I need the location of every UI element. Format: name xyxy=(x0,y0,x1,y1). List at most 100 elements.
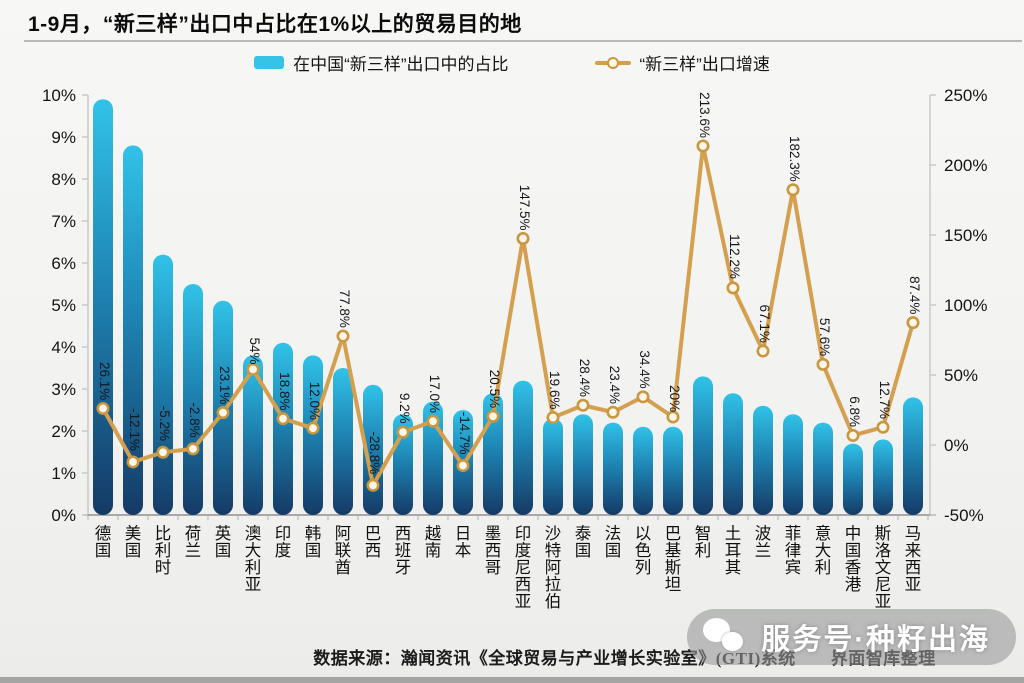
line-marker xyxy=(696,139,710,153)
category-label: 香 xyxy=(845,558,862,577)
category-label: 大 xyxy=(815,541,832,560)
category-label: 基 xyxy=(665,541,682,560)
bar xyxy=(93,99,113,515)
category-label: 比 xyxy=(155,524,172,543)
legend-share-label: 在中国“新三样”出口中的占比 xyxy=(293,55,509,74)
bar xyxy=(723,393,743,515)
category-label: 西 xyxy=(905,559,922,577)
line-marker xyxy=(216,406,230,420)
category-label: 耳 xyxy=(725,542,742,560)
category-label: 巴 xyxy=(365,525,382,543)
category-label: 文 xyxy=(875,558,892,577)
line-marker xyxy=(246,362,260,376)
line-marker xyxy=(516,232,530,246)
category-label: 南 xyxy=(425,541,442,560)
line-value-label: 28.4% xyxy=(577,359,592,397)
category-label: 西 xyxy=(365,542,382,560)
line-marker xyxy=(756,344,770,358)
watermark: 服务号·种籽出海 xyxy=(687,609,1016,665)
category-label: 联 xyxy=(335,541,352,560)
line-marker xyxy=(816,357,830,371)
category-label: 利 xyxy=(155,541,172,560)
category-label: 利 xyxy=(695,541,712,560)
category-label: 土 xyxy=(725,524,742,543)
line-marker xyxy=(396,425,410,439)
category-label: 牙 xyxy=(395,559,412,577)
line-value-label: -5.2% xyxy=(157,406,172,441)
bar-swatch-icon xyxy=(254,56,285,69)
line-marker xyxy=(726,281,740,295)
line-value-label: 26.1% xyxy=(97,362,112,400)
legend-item-growth: “新三样”出口增速 xyxy=(594,50,770,75)
bottom-strip xyxy=(0,677,1024,683)
category-label: 巴 xyxy=(665,525,682,543)
category-label: 洛 xyxy=(875,541,892,560)
line-marker xyxy=(306,421,320,435)
category-label: 国 xyxy=(95,542,112,560)
category-label: 印 xyxy=(275,524,292,543)
line-value-label: 77.8% xyxy=(337,290,352,328)
right-tick-label: 150% xyxy=(944,226,987,245)
category-label: 荷 xyxy=(185,524,202,543)
category-label: 阿 xyxy=(545,558,562,577)
bar xyxy=(603,422,623,515)
watermark-text: 服务号·种籽出海 xyxy=(761,624,990,656)
category-label: 斯 xyxy=(665,558,682,577)
bar xyxy=(123,145,143,515)
category-label: 以 xyxy=(635,525,652,543)
left-tick-label: 9% xyxy=(51,128,76,147)
category-label: 意 xyxy=(815,524,832,543)
category-label: 坦 xyxy=(665,575,682,594)
bar xyxy=(873,439,893,515)
bar xyxy=(813,422,833,515)
line-value-label: 57.6% xyxy=(817,318,832,356)
bar xyxy=(303,355,323,515)
bar xyxy=(753,405,773,515)
category-label: 拉 xyxy=(545,575,562,594)
left-tick-label: 1% xyxy=(51,464,76,483)
line-value-label: 9.2% xyxy=(397,393,412,424)
marker-dot-icon xyxy=(606,56,619,69)
left-tick-label: 0% xyxy=(51,506,76,525)
category-label: 兰 xyxy=(755,541,772,560)
line-value-label: 19.6% xyxy=(547,371,562,409)
category-label: 法 xyxy=(605,524,622,543)
bar xyxy=(153,254,173,515)
category-label: 尼 xyxy=(875,576,892,594)
category-label: 国 xyxy=(575,542,592,560)
category-label: 尼 xyxy=(515,559,532,577)
category-label: 墨 xyxy=(485,525,502,543)
left-tick-label: 3% xyxy=(51,380,76,399)
right-tick-label: 250% xyxy=(944,86,987,105)
bar xyxy=(693,376,713,515)
line-marker xyxy=(876,420,890,434)
category-label: 韩 xyxy=(305,524,322,543)
line-marker xyxy=(156,445,170,459)
category-label: 国 xyxy=(605,542,622,560)
combo-chart: 0% 1% 2% 3% 4% 5% 6% 7% 8% 9% 10% -50% 0% 50% 100% 150%… xyxy=(42,86,988,611)
category-label: 国 xyxy=(215,542,232,560)
category-label: 宾 xyxy=(785,558,802,577)
category-label: 西 xyxy=(485,542,502,560)
category-label: 波 xyxy=(755,524,772,543)
line-marker xyxy=(126,455,140,469)
bar xyxy=(333,368,353,515)
right-tick-label: 50% xyxy=(944,366,978,385)
line-value-label: 34.4% xyxy=(637,350,652,388)
category-label: 日 xyxy=(455,525,472,543)
bar xyxy=(843,443,863,515)
left-tick-label: 7% xyxy=(51,212,76,231)
category-label: 酋 xyxy=(335,558,352,577)
category-label: 马 xyxy=(905,524,922,543)
line-value-label: -14.7% xyxy=(457,412,472,455)
bar xyxy=(663,426,683,515)
category-label: 英 xyxy=(215,524,232,543)
category-label: 印 xyxy=(515,524,532,543)
line-marker xyxy=(336,329,350,343)
category-label: 国 xyxy=(845,542,862,560)
category-label: 度 xyxy=(515,541,532,560)
bar xyxy=(183,284,203,515)
line-value-label: -12.1% xyxy=(127,408,142,451)
category-label: 时 xyxy=(155,558,172,577)
category-label: 泰 xyxy=(575,524,592,543)
